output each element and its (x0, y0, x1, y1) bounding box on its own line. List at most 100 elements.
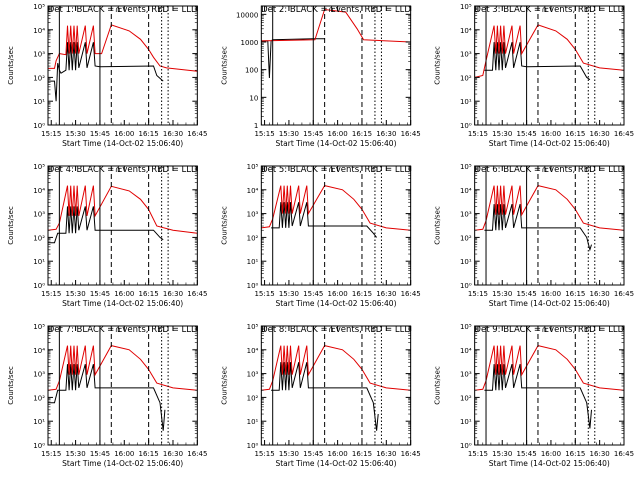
events-series-line (48, 42, 164, 102)
y-axis-label: Counts/sec (434, 366, 442, 405)
x-tick-label: 15:30 (65, 130, 85, 138)
x-axis-label: Start Time (14-Oct-02 15:06:40) (62, 459, 183, 468)
panel-det-4: ∩ ⊓ 10⁰ 10¹ 10² 10³ 10⁴ 10⁵ 15:15 15:30 15:45 16:00… (7, 163, 207, 308)
y-tick-label: 10¹ (460, 98, 472, 106)
x-axis-label: Start Time (14-Oct-02 15:06:40) (489, 139, 610, 148)
y-axis-label: Counts/sec (220, 206, 228, 245)
x-axis-label: Start Time (14-Oct-02 15:06:40) (489, 459, 610, 468)
y-tick-label: 10¹ (33, 258, 45, 266)
plot-area (474, 24, 624, 81)
y-tick-label: 10⁵ (33, 163, 45, 171)
y-axis-label: Counts/sec (434, 46, 442, 85)
top-marker: ∩ (115, 165, 121, 174)
lld-series-line (48, 24, 198, 72)
y-tick-label: 10³ (460, 211, 472, 219)
plot-area (261, 185, 411, 238)
events-series-line (484, 203, 592, 252)
x-tick-label: 16:30 (590, 450, 610, 458)
x-tick-label: 15:15 (254, 290, 274, 298)
plot-area (48, 345, 198, 431)
x-tick-label: 16:45 (187, 130, 207, 138)
y-tick-label: 10³ (33, 371, 45, 379)
top-marker: ⊓ (585, 165, 591, 174)
x-axis-label: Start Time (14-Oct-02 15:06:40) (275, 139, 396, 148)
top-marker: ∩ (542, 325, 548, 334)
top-marker: ⊓ (585, 5, 591, 14)
y-tick-label: 10³ (247, 371, 259, 379)
top-marker: ⊓ (158, 325, 164, 334)
x-tick-label: 15:15 (41, 450, 61, 458)
y-tick-label: 10⁵ (460, 3, 472, 11)
y-tick-label: 10⁵ (33, 323, 45, 331)
x-tick-label: 16:45 (401, 450, 421, 458)
x-tick-label: 15:45 (90, 130, 110, 138)
top-marker: ⊓ (372, 5, 378, 14)
y-axis-label: Counts/sec (220, 366, 228, 405)
y-tick-label: 10⁴ (33, 347, 45, 355)
lld-series-line (474, 24, 624, 78)
top-marker: ⊓ (585, 325, 591, 334)
top-marker: ∩ (542, 5, 548, 14)
x-tick-label: 15:45 (517, 290, 537, 298)
x-tick-label: 16:30 (376, 450, 396, 458)
y-tick-label: 10⁴ (33, 187, 45, 195)
x-tick-label: 16:45 (187, 290, 207, 298)
panel-title: Det 1: BLACK = Events, RED = LLD (48, 5, 198, 15)
axes-frame (260, 165, 412, 286)
events-series-line (261, 38, 325, 79)
x-tick-label: 16:00 (328, 450, 348, 458)
x-tick-label: 15:30 (65, 450, 85, 458)
x-tick-label: 16:15 (565, 290, 585, 298)
panel-det-8: ∩ ⊓ 10⁰ 10¹ 10² 10³ 10⁴ 10⁵ 15:15 15:30 15:45 16:00… (220, 323, 420, 468)
x-tick-label: 16:45 (401, 130, 421, 138)
x-tick-label: 16:15 (565, 130, 585, 138)
x-tick-label: 15:45 (517, 130, 537, 138)
y-tick-label: 10⁵ (460, 323, 472, 331)
x-tick-label: 16:15 (352, 130, 372, 138)
x-tick-label: 16:00 (114, 290, 134, 298)
x-tick-label: 15:15 (468, 450, 488, 458)
y-tick-label: 10⁴ (460, 347, 472, 355)
x-tick-label: 15:45 (90, 450, 110, 458)
y-tick-label: 10 (249, 94, 258, 102)
x-tick-label: 15:30 (279, 130, 299, 138)
lld-series-line (261, 185, 411, 231)
axes-frame (47, 5, 198, 126)
x-axis-label: Start Time (14-Oct-02 15:06:40) (62, 299, 183, 308)
x-axis-label: Start Time (14-Oct-02 15:06:40) (62, 139, 183, 148)
y-tick-label: 10⁴ (460, 187, 472, 195)
y-tick-label: 1 (254, 122, 258, 130)
x-tick-label: 16:00 (541, 130, 561, 138)
x-tick-label: 15:15 (254, 130, 274, 138)
axes-frame (260, 5, 412, 126)
x-tick-label: 16:45 (401, 290, 421, 298)
x-tick-label: 16:00 (541, 290, 561, 298)
y-tick-label: 10⁴ (247, 187, 259, 195)
x-tick-label: 15:30 (279, 450, 299, 458)
x-tick-label: 15:30 (492, 290, 512, 298)
y-tick-label: 10² (247, 394, 259, 402)
x-tick-label: 16:45 (614, 130, 634, 138)
panel-title: Det 3: BLACK = Events, RED = LLD (474, 5, 624, 15)
axes-frame (260, 325, 412, 446)
lld-series-line (261, 345, 411, 391)
x-tick-label: 16:30 (163, 290, 183, 298)
axes-frame (474, 165, 625, 286)
panel-det-7: ∩ ⊓ 10⁰ 10¹ 10² 10³ 10⁴ 10⁵ 15:15 15:30 15:45 16:00… (7, 323, 207, 468)
panel-det-6: ∩ ⊓ 10⁰ 10¹ 10² 10³ 10⁴ 10⁵ 15:15 15:30 15:45 16:00… (434, 163, 634, 308)
x-axis-label: Start Time (14-Oct-02 15:06:40) (275, 459, 396, 468)
x-tick-label: 16:30 (163, 450, 183, 458)
plot-area (48, 185, 198, 244)
x-tick-label: 15:45 (303, 290, 323, 298)
y-axis-label: Counts/sec (434, 206, 442, 245)
y-tick-label: 10³ (247, 211, 259, 219)
top-marker: ∩ (115, 5, 121, 14)
x-tick-label: 16:15 (352, 290, 372, 298)
top-marker: ⊓ (158, 165, 164, 174)
x-tick-label: 16:15 (352, 450, 372, 458)
y-tick-label: 10¹ (33, 98, 45, 106)
x-tick-label: 16:30 (376, 290, 396, 298)
top-marker: ∩ (115, 325, 121, 334)
events-series-line (271, 202, 377, 238)
panel-det-9: ∩ ⊓ 10⁰ 10¹ 10² 10³ 10⁴ 10⁵ 15:15 15:30 15:45 16:00… (434, 323, 634, 468)
